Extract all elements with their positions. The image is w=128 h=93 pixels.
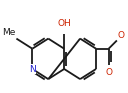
- Text: Me: Me: [2, 28, 15, 37]
- Text: N: N: [29, 65, 36, 73]
- Text: OH: OH: [57, 19, 71, 28]
- Text: O: O: [106, 68, 113, 77]
- Text: O: O: [117, 31, 124, 40]
